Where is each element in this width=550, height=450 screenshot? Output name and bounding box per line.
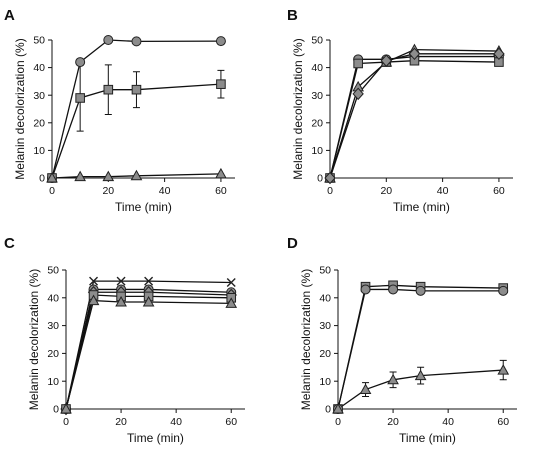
x-tick-label: 40 xyxy=(159,185,171,197)
x-axis-title: Time (min) xyxy=(399,431,456,445)
cross-marker xyxy=(89,276,99,286)
y-tick-label: 20 xyxy=(319,348,331,360)
circle-marker xyxy=(75,57,86,68)
y-axis-title: Melanin decolorization (%) xyxy=(299,269,313,410)
y-tick-label: 10 xyxy=(47,376,59,388)
triangle-marker xyxy=(225,297,238,308)
y-tick-label: 50 xyxy=(33,35,45,47)
y-axis-title: Melanin decolorization (%) xyxy=(27,269,41,410)
circle-marker xyxy=(388,284,399,295)
y-tick-label: 30 xyxy=(47,320,59,332)
diamond-marker xyxy=(324,171,336,185)
x-axis-title: Time (min) xyxy=(393,200,450,214)
x-tick-label: 40 xyxy=(442,416,454,428)
x-tick-label: 0 xyxy=(335,416,341,428)
square-marker xyxy=(131,84,142,95)
triangle-marker xyxy=(332,402,344,414)
y-tick-label: 50 xyxy=(311,35,323,47)
triangle-marker xyxy=(359,383,372,395)
circle-marker xyxy=(103,35,114,45)
cross-marker xyxy=(226,278,236,288)
square-marker xyxy=(103,84,114,95)
y-tick-label: 0 xyxy=(53,404,59,416)
x-tick-label: 0 xyxy=(63,416,69,428)
triangle-marker xyxy=(60,402,72,414)
x-axis-title: Time (min) xyxy=(127,431,184,445)
panel-b: B 0 10 20 30 40 50 0 20 40 60 Time (min) Melanin dec… xyxy=(287,7,513,214)
diamond-marker xyxy=(408,47,421,61)
x-tick-label: 0 xyxy=(49,185,55,197)
x-tick-label: 20 xyxy=(102,185,114,197)
y-tick-label: 40 xyxy=(319,292,331,304)
triangle-marker xyxy=(130,169,143,181)
triangle-marker xyxy=(74,170,87,182)
y-axis-title: Melanin decolorization (%) xyxy=(13,38,27,179)
y-tick-label: 40 xyxy=(33,62,45,74)
x-tick-label: 60 xyxy=(493,185,505,197)
cross-marker xyxy=(144,276,154,286)
series-line xyxy=(65,299,232,410)
triangle-marker xyxy=(142,295,155,307)
x-tick-label: 60 xyxy=(225,416,237,428)
y-tick-label: 10 xyxy=(33,145,45,157)
y-tick-label: 30 xyxy=(319,320,331,332)
y-tick-label: 20 xyxy=(33,117,45,129)
triangle-marker xyxy=(387,373,399,385)
x-tick-label: 40 xyxy=(170,416,182,428)
x-tick-label: 20 xyxy=(387,416,399,428)
y-tick-label: 0 xyxy=(325,404,331,416)
panel-d: D 0 10 20 30 40 50 0 20 40 60 Time (min) Melanin dec… xyxy=(287,235,517,445)
triangle-marker xyxy=(215,167,227,179)
x-tick-label: 60 xyxy=(497,416,509,428)
y-tick-label: 40 xyxy=(47,292,59,304)
circle-marker xyxy=(498,285,509,296)
panel-a: A 0 10 20 30 40 50 0 20 40 60 Time (min) Melanin dec… xyxy=(4,7,235,214)
panel-letter: D xyxy=(287,235,298,252)
circle-marker xyxy=(415,285,426,296)
y-axis-title: Melanin decolorization (%) xyxy=(291,38,305,179)
y-tick-label: 50 xyxy=(47,265,59,277)
diamond-marker xyxy=(352,87,364,101)
x-tick-label: 40 xyxy=(437,185,449,197)
circle-marker xyxy=(360,284,371,295)
y-tick-label: 20 xyxy=(47,348,59,360)
y-tick-label: 20 xyxy=(311,117,323,129)
x-tick-label: 60 xyxy=(215,185,227,197)
cross-marker xyxy=(116,276,126,286)
x-tick-label: 0 xyxy=(327,185,333,197)
y-tick-label: 10 xyxy=(319,376,331,388)
circle-marker xyxy=(131,36,142,47)
diamond-marker xyxy=(493,47,505,61)
panel-letter: B xyxy=(287,7,298,24)
square-marker xyxy=(216,79,226,89)
x-tick-label: 20 xyxy=(380,185,392,197)
panel-letter: A xyxy=(4,7,15,24)
y-tick-label: 40 xyxy=(311,62,323,74)
square-marker xyxy=(75,93,85,103)
triangle-marker xyxy=(102,170,115,182)
triangle-marker xyxy=(115,295,127,307)
y-tick-label: 0 xyxy=(39,173,45,185)
y-tick-label: 0 xyxy=(317,173,323,185)
triangle-marker xyxy=(87,294,100,306)
x-tick-label: 20 xyxy=(115,416,127,428)
circle-marker xyxy=(215,36,226,47)
diamond-marker xyxy=(380,54,392,67)
y-tick-label: 50 xyxy=(319,265,331,277)
y-tick-label: 30 xyxy=(311,90,323,102)
series-line xyxy=(329,60,499,179)
triangle-marker xyxy=(497,364,510,375)
y-tick-label: 30 xyxy=(33,90,45,102)
panel-c: C 0 10 20 30 40 50 0 20 40 60 Time (min) Melanin dec… xyxy=(4,235,245,445)
panel-letter: C xyxy=(4,235,15,252)
triangle-marker xyxy=(46,171,58,183)
x-axis-title: Time (min) xyxy=(115,200,172,214)
square-marker xyxy=(353,58,363,69)
y-tick-label: 10 xyxy=(311,145,323,157)
triangle-marker xyxy=(414,369,427,381)
